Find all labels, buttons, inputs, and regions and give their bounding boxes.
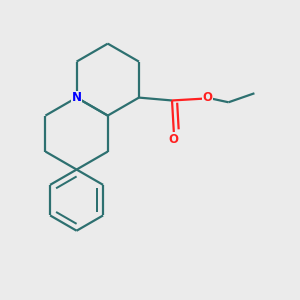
Text: O: O <box>202 91 213 103</box>
Text: O: O <box>169 133 179 146</box>
Text: N: N <box>72 91 82 104</box>
